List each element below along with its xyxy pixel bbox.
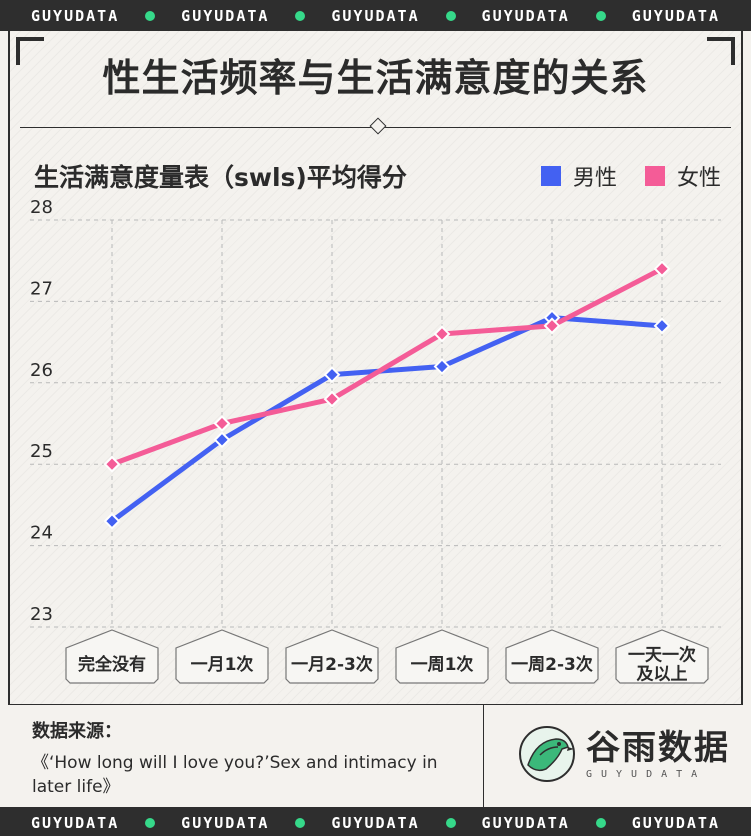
source-panel: 数据来源： 《‘How long will I love you?’Sex an… bbox=[8, 704, 743, 808]
legend-label-male: 男性 bbox=[572, 166, 617, 191]
data-point-male bbox=[103, 512, 121, 530]
line-chart: 23 24 25 26 27 28 完全没有 一月1次 一月2-3次 一周1次 一周2-3次 一天一次… bbox=[30, 197, 721, 685]
banner-text: GUYUDATA bbox=[181, 813, 270, 832]
x-tick-tag bbox=[65, 629, 159, 684]
banner-dot-icon bbox=[445, 10, 456, 21]
banner-text: GUYUDATA bbox=[481, 6, 570, 25]
data-point-female bbox=[433, 325, 451, 343]
legend-item-male: 男性 bbox=[540, 160, 617, 192]
banner-text: GUYUDATA bbox=[331, 813, 420, 832]
brand-name: 谷雨数据 bbox=[586, 727, 730, 768]
banner-text: GUYUDATA bbox=[30, 813, 120, 832]
y-tick-label: 23 bbox=[30, 604, 53, 625]
x-tick-label: 一月2-3次 bbox=[291, 654, 373, 675]
banner-text: GUYUDATA bbox=[481, 813, 570, 832]
y-tick-label: 25 bbox=[30, 441, 53, 462]
x-tick-label: 一周1次 bbox=[411, 654, 474, 675]
banner-dot-icon bbox=[145, 10, 156, 21]
x-tick-label: 一天一次 bbox=[628, 645, 696, 666]
corner-bracket-right bbox=[707, 37, 735, 65]
banner-dot-icon bbox=[445, 817, 456, 828]
brand-subtitle: GUYUDATA bbox=[586, 768, 707, 780]
series-line-male bbox=[109, 315, 665, 524]
data-point-male bbox=[323, 366, 341, 384]
data-point-male bbox=[213, 431, 231, 449]
x-tick-tag bbox=[615, 629, 709, 684]
banner-dot-icon bbox=[595, 817, 606, 828]
data-point-female bbox=[213, 415, 231, 432]
banner-text: GUYUDATA bbox=[181, 6, 270, 25]
banner-text: GUYUDATA bbox=[631, 813, 720, 832]
y-tick-label: 24 bbox=[30, 523, 53, 544]
data-point-female bbox=[543, 317, 561, 335]
x-tick-label: 一周2-3次 bbox=[511, 654, 593, 675]
data-point-male bbox=[433, 358, 451, 375]
x-tick-label: 一月1次 bbox=[191, 654, 254, 675]
banner-text: GUYUDATA bbox=[331, 6, 420, 25]
source-separator bbox=[483, 705, 484, 808]
banner-text: GUYUDATA bbox=[30, 6, 120, 25]
series-line-female bbox=[109, 266, 665, 467]
chart-legend: 男性 女性 bbox=[540, 160, 721, 192]
data-point-male bbox=[653, 317, 671, 335]
data-point-female bbox=[323, 390, 341, 408]
y-tick-label: 28 bbox=[30, 197, 53, 218]
bird-logo-icon bbox=[519, 726, 575, 782]
banner-dot-icon bbox=[595, 10, 606, 21]
banner-text: GUYUDATA bbox=[631, 6, 720, 25]
legend-label-female: 女性 bbox=[676, 166, 721, 191]
page-title: 性生活频率与生活满意度的关系 bbox=[102, 56, 649, 100]
top-banner: GUYUDATA GUYUDATA GUYUDATA GUYUDATA GUYUDATA bbox=[0, 0, 751, 31]
corner-bracket-left bbox=[16, 37, 44, 65]
x-tick-label: 完全没有 bbox=[78, 654, 146, 675]
bottom-banner: GUYUDATA GUYUDATA GUYUDATA GUYUDATA GUYUDATA bbox=[0, 807, 751, 836]
x-tick-tag bbox=[505, 629, 599, 684]
chart-title: 生活满意度量表（swls)平均得分 bbox=[34, 163, 407, 192]
x-tick-tag bbox=[175, 629, 269, 684]
x-tick-label: 及以上 bbox=[637, 665, 688, 685]
x-tick-tag bbox=[285, 629, 379, 684]
legend-swatch-male bbox=[540, 166, 561, 186]
y-tick-label: 27 bbox=[30, 278, 53, 299]
legend-swatch-female bbox=[644, 166, 665, 186]
x-tick-tag bbox=[395, 629, 489, 684]
data-point-female bbox=[103, 455, 121, 473]
brand-logo: 谷雨数据 GUYUDATA bbox=[518, 725, 730, 783]
legend-item-female: 女性 bbox=[644, 160, 721, 192]
source-text: 《‘How long will I love you?’Sex and inti… bbox=[32, 753, 438, 797]
data-point-female bbox=[653, 260, 671, 278]
source-label: 数据来源： bbox=[32, 721, 122, 742]
banner-dot-icon bbox=[295, 10, 306, 21]
banner-dot-icon bbox=[295, 817, 306, 828]
banner-dot-icon bbox=[145, 817, 156, 828]
y-tick-label: 26 bbox=[30, 360, 53, 381]
